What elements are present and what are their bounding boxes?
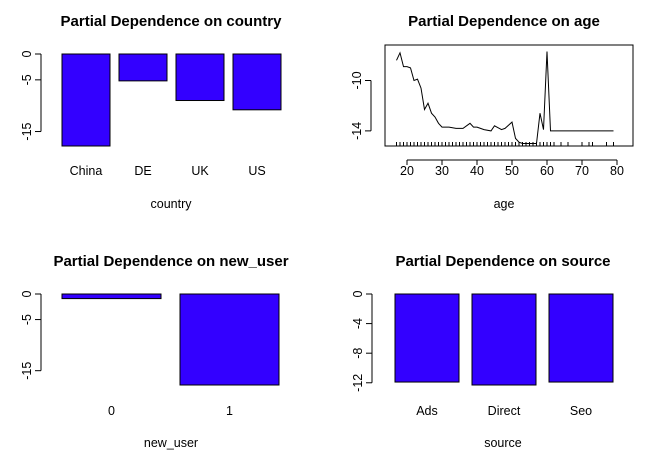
x-tick-label: 80: [610, 164, 624, 178]
bar-seo: [548, 293, 614, 383]
y-tick-label: -5: [20, 314, 34, 325]
plot-area: 0 -4 -8 -12 Ads Direct Seo: [351, 290, 614, 418]
x-tick-label: 1: [226, 404, 233, 418]
x-axis-label: source: [484, 436, 522, 450]
y-tick-label: -10: [350, 71, 364, 89]
bar-de: [118, 53, 168, 82]
y-tick-label: 0: [20, 290, 34, 297]
panel-country: Partial Dependence on country country 0 -…: [20, 13, 282, 211]
bar-us: [232, 53, 282, 111]
x-tick-label: 70: [575, 164, 589, 178]
x-axis-label: new_user: [144, 436, 198, 450]
x-tick-label: 60: [540, 164, 554, 178]
bar-direct: [471, 293, 537, 386]
x-axis-label: age: [494, 197, 515, 211]
y-tick-label: -14: [350, 122, 364, 140]
x-axis-label: country: [151, 197, 193, 211]
x-tick-label: 0: [108, 404, 115, 418]
chart-title: Partial Dependence on age: [408, 13, 600, 30]
x-tick-label: 40: [470, 164, 484, 178]
y-tick-label: 0: [20, 50, 34, 57]
x-tick-label: UK: [191, 164, 209, 178]
x-tick-label: 20: [400, 164, 414, 178]
y-tick-label: 0: [351, 290, 365, 297]
plot-area: 20 30 40 50 60 70 80 -10 -14: [350, 44, 634, 178]
x-tick-label: China: [70, 164, 103, 178]
bar-uk: [175, 53, 225, 102]
x-tick-label: 30: [435, 164, 449, 178]
plot-area: 0 -5 -15 China DE UK US: [20, 50, 282, 178]
plot-area: 0 -5 -15 0 1: [20, 290, 280, 418]
y-tick-label: -12: [351, 374, 365, 392]
panel-source: Partial Dependence on source source 0 -4 -…: [351, 253, 614, 450]
x-tick-label: DE: [134, 164, 151, 178]
bar-1: [179, 293, 280, 386]
x-tick-label: US: [248, 164, 265, 178]
y-tick-label: -5: [20, 74, 34, 85]
y-tick-label: -15: [20, 122, 34, 140]
chart-title: Partial Dependence on country: [61, 13, 283, 30]
y-tick-label: -4: [351, 318, 365, 329]
x-tick-label: Direct: [488, 404, 521, 418]
bar-ads: [394, 293, 460, 383]
y-tick-label: -15: [20, 362, 34, 380]
chart-title: Partial Dependence on new_user: [53, 253, 288, 270]
bar-0: [61, 293, 162, 300]
panel-new-user: Partial Dependence on new_user new_user …: [20, 253, 289, 450]
panel-age: Partial Dependence on age age 20 30 40 50 60…: [350, 13, 634, 211]
chart-title: Partial Dependence on source: [395, 253, 610, 270]
x-tick-label: 50: [505, 164, 519, 178]
y-tick-label: -8: [351, 348, 365, 359]
x-tick-label: Ads: [416, 404, 438, 418]
series-line: [396, 51, 614, 144]
x-tick-label: Seo: [570, 404, 592, 418]
bar-china: [61, 53, 111, 147]
